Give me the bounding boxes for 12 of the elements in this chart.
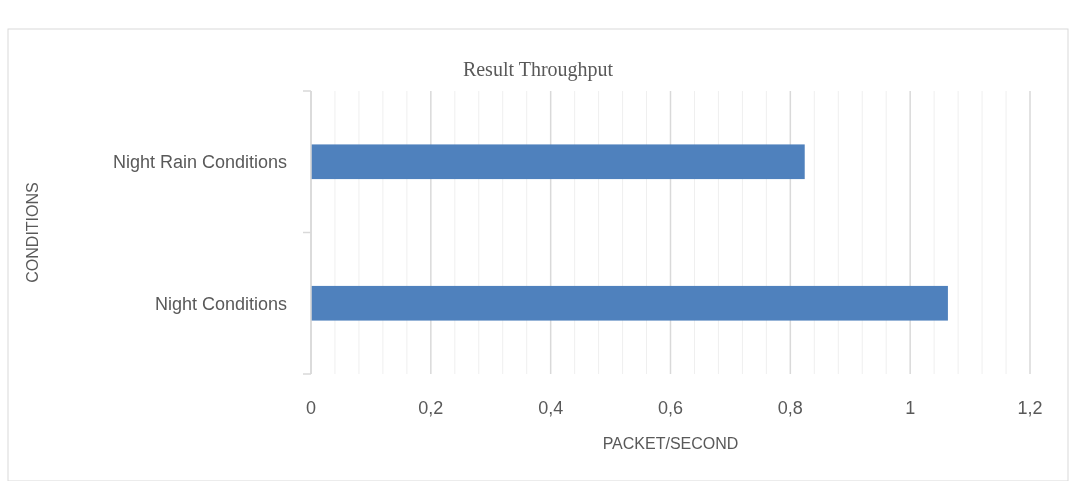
x-tick-label: 1 xyxy=(905,398,916,418)
x-tick-label: 0 xyxy=(305,398,317,418)
x-tick-label: 0,2 xyxy=(418,398,444,418)
x-axis-title: PACKET/SECOND xyxy=(602,435,739,452)
y-tick-label: Night Conditions xyxy=(154,293,287,314)
x-tick-label: 0,4 xyxy=(538,398,564,418)
x-tick-label: 0,6 xyxy=(657,398,684,418)
x-tick-label: 1,2 xyxy=(1017,398,1043,418)
y-axis-title: CONDITIONS xyxy=(24,182,41,283)
chart-title: Result Throughput xyxy=(462,58,614,81)
x-tick-label: 0,8 xyxy=(777,398,803,418)
y-tick-label: Night Rain Conditions xyxy=(112,152,287,173)
